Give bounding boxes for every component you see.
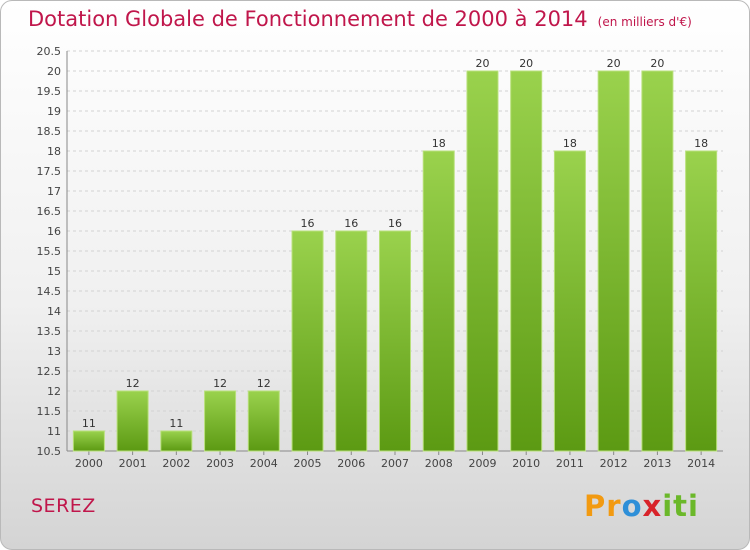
bar-2008 xyxy=(422,150,455,452)
y-tick-labels: 10.5 11 11.5 12 12.5 13 13.5 14 14.5 15 15.5 16 16.5… xyxy=(37,45,62,458)
x-tick-label: 2003 xyxy=(206,457,234,470)
bar-2007 xyxy=(379,230,411,452)
y-tick-label: 14 xyxy=(47,305,61,318)
x-tick-label: 2006 xyxy=(337,457,365,470)
x-tick-labels: 2000 2001 2002 2003 2004 2005 2006 2007 2008 2009… xyxy=(75,457,715,470)
y-tick-label: 11 xyxy=(47,425,61,438)
data-label: 12 xyxy=(213,377,227,390)
y-tick-label: 15.5 xyxy=(37,245,62,258)
bar-2005 xyxy=(291,230,324,452)
data-label: 16 xyxy=(388,217,402,230)
bar-2013 xyxy=(641,70,674,452)
bar-2003 xyxy=(204,390,237,452)
bar-2010 xyxy=(510,70,543,452)
y-tick-label: 18.5 xyxy=(37,125,62,138)
data-label: 16 xyxy=(301,217,315,230)
y-tick-label: 11.5 xyxy=(37,405,62,418)
y-tick-label: 17 xyxy=(47,185,61,198)
data-label: 11 xyxy=(82,417,96,430)
y-tick-label: 17.5 xyxy=(37,165,62,178)
data-label: 20 xyxy=(607,57,621,70)
bar-2002 xyxy=(160,430,193,452)
y-tick-label: 16 xyxy=(47,225,61,238)
x-tick-label: 2014 xyxy=(687,457,715,470)
x-tick-label: 2011 xyxy=(556,457,584,470)
x-tick-label: 2008 xyxy=(425,457,453,470)
chart-title: Dotation Globale de Fonctionnement de 20… xyxy=(28,7,692,31)
y-tick-label: 16.5 xyxy=(37,205,62,218)
title-unit: (en milliers d'€) xyxy=(597,15,692,29)
data-label: 12 xyxy=(126,377,140,390)
commune-name: SEREZ xyxy=(31,495,96,517)
data-labels: 11 12 11 12 12 16 16 16 18 20 20 18 20 20 18 xyxy=(82,57,708,430)
y-tick-label: 20.5 xyxy=(37,45,62,58)
y-tick-label: 19 xyxy=(47,105,61,118)
data-label: 12 xyxy=(257,377,271,390)
x-tick-label: 2010 xyxy=(512,457,540,470)
bar-2006 xyxy=(335,230,368,452)
data-label: 18 xyxy=(694,137,708,150)
bar-2014 xyxy=(685,150,718,452)
bar-2009 xyxy=(466,70,499,452)
data-label: 11 xyxy=(169,417,183,430)
proxiti-logo: Proxiti xyxy=(584,489,699,523)
y-tick-label: 13 xyxy=(47,345,61,358)
data-label: 20 xyxy=(519,57,533,70)
y-tick-label: 12.5 xyxy=(37,365,62,378)
y-tick-label: 18 xyxy=(47,145,61,158)
x-tick-label: 2002 xyxy=(162,457,190,470)
bar-2011 xyxy=(553,150,586,452)
data-label: 16 xyxy=(344,217,358,230)
data-label: 20 xyxy=(650,57,664,70)
x-tick-label: 2000 xyxy=(75,457,103,470)
x-tick-label: 2013 xyxy=(643,457,671,470)
x-tick-label: 2009 xyxy=(468,457,496,470)
x-tick-label: 2001 xyxy=(119,457,147,470)
title-text: Dotation Globale de Fonctionnement de 20… xyxy=(28,7,588,31)
bar-2004 xyxy=(247,390,280,452)
data-label: 18 xyxy=(563,137,577,150)
y-tick-label: 12 xyxy=(47,385,61,398)
y-tick-label: 20 xyxy=(47,65,61,78)
data-label: 18 xyxy=(432,137,446,150)
bars xyxy=(72,70,718,452)
x-tick-label: 2012 xyxy=(600,457,628,470)
x-tick-label: 2007 xyxy=(381,457,409,470)
y-tick-label: 15 xyxy=(47,265,61,278)
bar-2000 xyxy=(72,430,105,452)
x-tick-label: 2005 xyxy=(294,457,322,470)
y-tick-label: 14.5 xyxy=(37,285,62,298)
y-tick-label: 19.5 xyxy=(37,85,62,98)
bar-2012 xyxy=(597,70,630,452)
data-label: 20 xyxy=(475,57,489,70)
y-tick-label: 10.5 xyxy=(37,445,62,458)
bar-2001 xyxy=(116,390,149,452)
x-tick-label: 2004 xyxy=(250,457,278,470)
y-tick-label: 13.5 xyxy=(37,325,62,338)
